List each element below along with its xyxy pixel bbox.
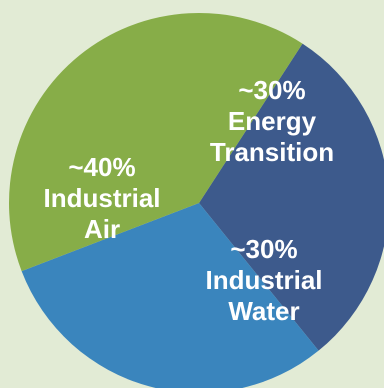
slice-name-line: Industrial bbox=[205, 265, 322, 295]
slice-label-industrial-air: ~40% Industrial Air bbox=[43, 152, 160, 244]
slice-percent-label: ~40% bbox=[68, 152, 135, 182]
slice-name-line: Energy bbox=[228, 106, 317, 136]
slice-name-line: Transition bbox=[210, 137, 334, 167]
slice-percent-label: ~30% bbox=[230, 234, 297, 264]
slice-name-line: Air bbox=[84, 214, 120, 244]
pie-slice-energy-transition bbox=[199, 43, 384, 351]
slice-name-line: Water bbox=[228, 296, 299, 326]
slice-label-energy-transition: ~30% Energy Transition bbox=[210, 75, 334, 167]
pie-slice-industrial-water bbox=[21, 203, 319, 388]
slice-name-line: Industrial bbox=[43, 183, 160, 213]
slice-label-industrial-water: ~30% Industrial Water bbox=[205, 234, 322, 326]
slice-percent-label: ~30% bbox=[238, 75, 305, 105]
pie-slice-industrial-air bbox=[8, 12, 303, 272]
